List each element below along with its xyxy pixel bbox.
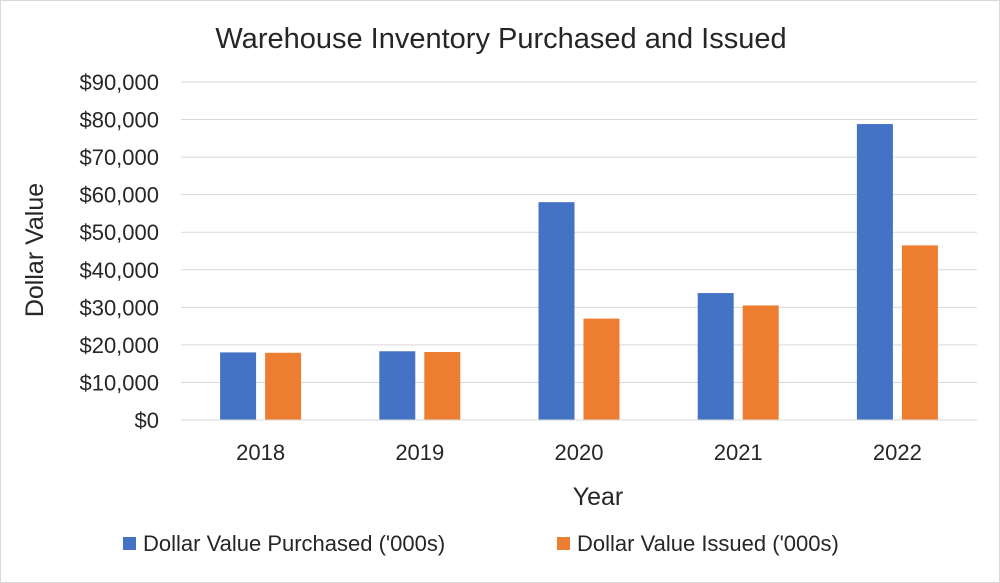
y-tick-label: $60,000 xyxy=(79,183,159,208)
x-tick-label: 2020 xyxy=(555,440,604,465)
y-tick-label: $90,000 xyxy=(79,70,159,95)
bar-purchased-2021 xyxy=(697,293,734,420)
bar-issued-2018 xyxy=(265,352,302,420)
x-tick-label: 2018 xyxy=(236,440,285,465)
legend-swatch xyxy=(557,537,570,550)
bars xyxy=(220,124,938,420)
y-tick-label: $50,000 xyxy=(79,220,159,245)
x-tick-label: 2021 xyxy=(714,440,763,465)
y-axis-ticks: $0 $10,000 $20,000 $30,000 $40,000 $50,000 $60… xyxy=(79,70,159,433)
legend: Dollar Value Purchased ('000s) Dollar Val… xyxy=(123,531,839,556)
legend-swatch xyxy=(123,537,136,550)
x-axis-ticks: 2018 2019 2020 2021 2022 xyxy=(236,440,922,465)
bar-purchased-2018 xyxy=(220,352,257,420)
x-tick-label: 2019 xyxy=(395,440,444,465)
bar-purchased-2019 xyxy=(379,351,416,420)
y-tick-label: $40,000 xyxy=(79,258,159,283)
x-tick-label: 2022 xyxy=(873,440,922,465)
legend-label: Dollar Value Issued ('000s) xyxy=(577,531,839,556)
y-axis-title: Dollar Value xyxy=(21,183,49,317)
bar-issued-2022 xyxy=(901,245,938,420)
legend-label: Dollar Value Purchased ('000s) xyxy=(143,531,445,556)
y-tick-label: $0 xyxy=(135,408,159,433)
bar-purchased-2020 xyxy=(538,202,575,420)
chart-title: Warehouse Inventory Purchased and Issued xyxy=(215,23,786,55)
bar-issued-2020 xyxy=(583,318,620,420)
bar-purchased-2022 xyxy=(856,124,893,420)
y-tick-label: $10,000 xyxy=(79,370,159,395)
y-tick-label: $70,000 xyxy=(79,145,159,170)
y-tick-label: $30,000 xyxy=(79,295,159,320)
x-axis-title: Year xyxy=(573,483,624,511)
bar-issued-2021 xyxy=(742,305,779,420)
y-tick-label: $80,000 xyxy=(79,108,159,133)
bar-issued-2019 xyxy=(424,352,461,420)
y-tick-label: $20,000 xyxy=(79,333,159,358)
gridlines xyxy=(181,81,977,383)
